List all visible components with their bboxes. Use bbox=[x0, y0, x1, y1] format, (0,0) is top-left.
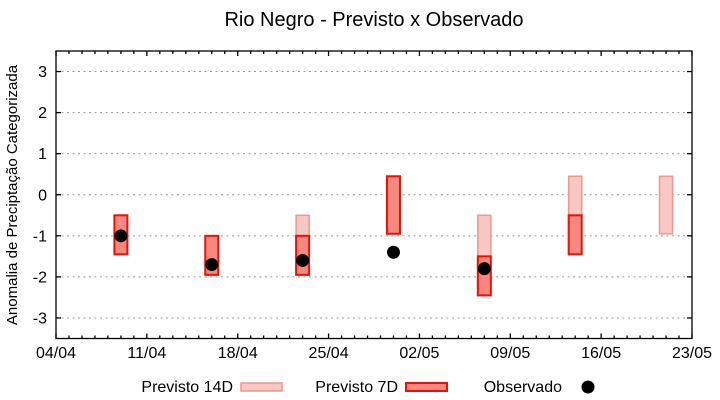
x-tick-label: 25/04 bbox=[309, 345, 349, 362]
y-tick-label: -2 bbox=[33, 269, 47, 286]
previsto-14d-bar bbox=[567, 175, 583, 217]
grid-layer bbox=[56, 71, 692, 319]
legend: Previsto 14D Previsto 7D Observado bbox=[141, 379, 595, 396]
series-layer bbox=[113, 175, 674, 297]
y-tick-label: 0 bbox=[38, 187, 47, 204]
observado-point bbox=[114, 229, 128, 243]
x-tick-label: 23/05 bbox=[672, 345, 712, 362]
chart-title: Rio Negro - Previsto x Observado bbox=[224, 9, 523, 31]
x-tick-label: 16/05 bbox=[581, 345, 621, 362]
y-tick-label: 2 bbox=[38, 105, 47, 122]
y-tick-label: -1 bbox=[33, 228, 47, 245]
y-tick-label: 1 bbox=[38, 146, 47, 163]
legend-swatch-observado bbox=[581, 380, 595, 394]
x-tick-label: 04/04 bbox=[36, 345, 76, 362]
axis-layer: 3 2 1 0 -1 -2 -3 04/04 11/04 18/04 25/04 02/05 09/05… bbox=[33, 50, 712, 362]
y-axis-label: Anomalia de Preciptação Categorizada bbox=[4, 64, 21, 325]
x-tick-label: 02/05 bbox=[399, 345, 439, 362]
legend-label-observado: Observado bbox=[484, 379, 562, 396]
observado-point bbox=[205, 258, 219, 272]
observado-point bbox=[477, 262, 491, 276]
y-tick-label: -3 bbox=[33, 310, 47, 327]
legend-swatch-previsto-14d bbox=[240, 382, 283, 392]
observado-point bbox=[386, 245, 400, 259]
previsto-14d-bar bbox=[477, 214, 492, 258]
previsto-14d-bar bbox=[658, 175, 674, 235]
observado-point bbox=[296, 253, 310, 267]
previsto-7d-bar bbox=[567, 214, 583, 256]
legend-swatch-previsto-7d bbox=[405, 382, 448, 392]
previsto-14d-bar bbox=[295, 214, 310, 237]
y-tick-label: 3 bbox=[38, 64, 47, 81]
previsto-7d-bar bbox=[385, 175, 401, 235]
x-tick-label: 18/04 bbox=[218, 345, 258, 362]
legend-label-previsto-7d: Previsto 7D bbox=[315, 379, 398, 396]
x-tick-label: 09/05 bbox=[490, 345, 530, 362]
x-tick-label: 11/04 bbox=[127, 345, 166, 362]
legend-label-previsto-14d: Previsto 14D bbox=[141, 379, 233, 396]
